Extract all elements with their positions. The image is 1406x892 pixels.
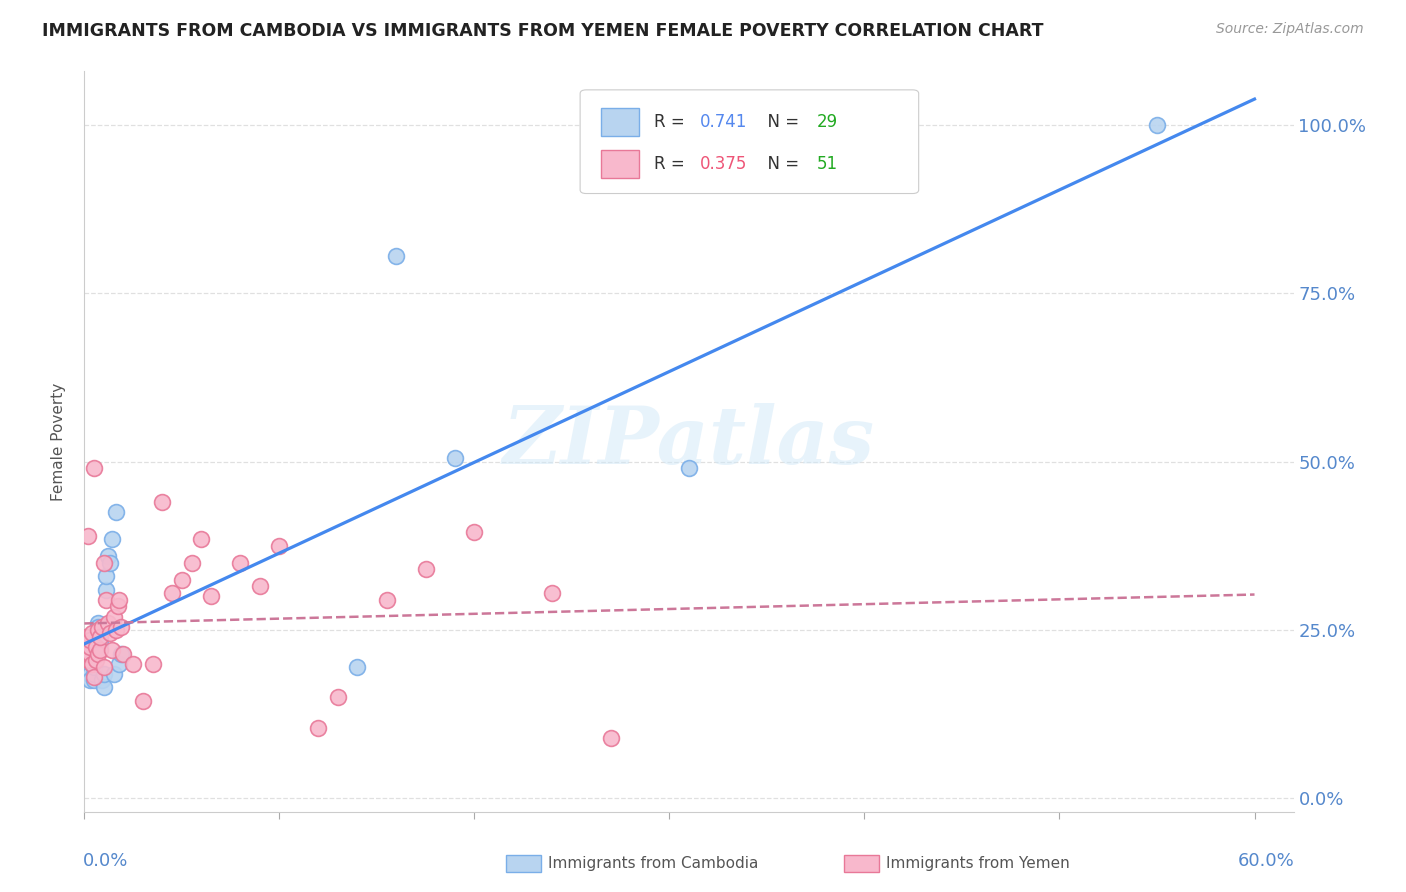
Text: 29: 29: [817, 112, 838, 131]
Point: [82, 657, 104, 671]
Point: [87, 620, 110, 634]
Point: [269, 539, 291, 553]
Point: [84, 640, 107, 654]
Point: [142, 657, 165, 671]
Point: [83, 461, 105, 475]
Point: [103, 666, 125, 681]
Point: [190, 532, 212, 546]
Point: [90, 620, 112, 634]
Point: [89, 636, 111, 650]
Point: [87, 623, 110, 637]
Point: [77, 660, 100, 674]
Text: N =: N =: [756, 112, 804, 131]
Point: [122, 657, 145, 671]
Point: [82, 626, 104, 640]
Point: [326, 690, 349, 705]
Point: [94, 592, 117, 607]
Point: [90, 673, 112, 688]
Text: Immigrants from Cambodia: Immigrants from Cambodia: [548, 856, 759, 871]
Point: [110, 620, 132, 634]
Text: Source: ZipAtlas.com: Source: ZipAtlas.com: [1216, 22, 1364, 37]
Point: [87, 616, 110, 631]
Point: [104, 623, 127, 637]
Y-axis label: Female Poverty: Female Poverty: [51, 383, 66, 500]
Point: [83, 673, 105, 688]
Text: 0.0%: 0.0%: [83, 853, 128, 871]
Point: [97, 549, 120, 563]
Point: [83, 666, 105, 681]
Point: [229, 556, 252, 570]
Point: [94, 569, 117, 583]
Point: [249, 579, 271, 593]
Point: [75, 630, 97, 644]
Point: [103, 609, 125, 624]
Point: [83, 670, 105, 684]
Point: [108, 592, 131, 607]
Point: [463, 525, 485, 540]
Point: [93, 666, 115, 681]
Point: [108, 657, 131, 671]
Point: [82, 657, 104, 671]
Point: [93, 680, 115, 694]
Point: [93, 660, 115, 674]
FancyBboxPatch shape: [600, 108, 640, 136]
Point: [77, 653, 100, 667]
Point: [98, 556, 121, 570]
Point: [600, 731, 623, 745]
Point: [83, 660, 105, 674]
Point: [75, 643, 97, 657]
Point: [132, 694, 155, 708]
Point: [415, 562, 437, 576]
Point: [678, 461, 700, 475]
Text: Immigrants from Yemen: Immigrants from Yemen: [886, 856, 1070, 871]
Point: [307, 721, 329, 735]
Point: [79, 640, 101, 654]
Point: [94, 582, 117, 597]
Point: [346, 660, 368, 674]
Point: [77, 529, 100, 543]
Point: [110, 647, 132, 661]
Point: [98, 626, 121, 640]
Text: IMMIGRANTS FROM CAMBODIA VS IMMIGRANTS FROM YEMEN FEMALE POVERTY CORRELATION CHA: IMMIGRANTS FROM CAMBODIA VS IMMIGRANTS F…: [42, 22, 1043, 40]
Point: [104, 505, 127, 519]
Point: [79, 666, 101, 681]
Point: [77, 647, 100, 661]
Point: [84, 643, 107, 657]
Point: [93, 556, 115, 570]
Point: [160, 586, 183, 600]
Point: [82, 649, 104, 664]
Text: ZIPatlas: ZIPatlas: [503, 403, 875, 480]
Point: [79, 647, 101, 661]
Point: [444, 451, 467, 466]
Point: [97, 616, 120, 631]
Point: [375, 592, 398, 607]
Point: [79, 673, 101, 688]
Point: [1146, 118, 1168, 132]
Text: N =: N =: [756, 155, 804, 173]
FancyBboxPatch shape: [581, 90, 918, 194]
Point: [200, 590, 222, 604]
Point: [150, 495, 173, 509]
Text: 51: 51: [817, 155, 838, 173]
Point: [385, 250, 408, 264]
FancyBboxPatch shape: [600, 150, 640, 178]
Text: 0.375: 0.375: [700, 155, 747, 173]
Text: R =: R =: [654, 112, 690, 131]
Point: [170, 573, 193, 587]
Text: R =: R =: [654, 155, 690, 173]
Point: [180, 556, 202, 570]
Point: [541, 586, 564, 600]
Point: [75, 636, 97, 650]
Point: [89, 643, 111, 657]
Point: [100, 532, 122, 546]
Text: 0.741: 0.741: [700, 112, 747, 131]
Point: [107, 599, 129, 614]
Point: [84, 653, 107, 667]
Point: [89, 630, 111, 644]
Point: [100, 643, 122, 657]
Point: [79, 633, 101, 648]
Point: [87, 647, 110, 661]
Text: 60.0%: 60.0%: [1237, 853, 1295, 871]
Point: [112, 647, 135, 661]
